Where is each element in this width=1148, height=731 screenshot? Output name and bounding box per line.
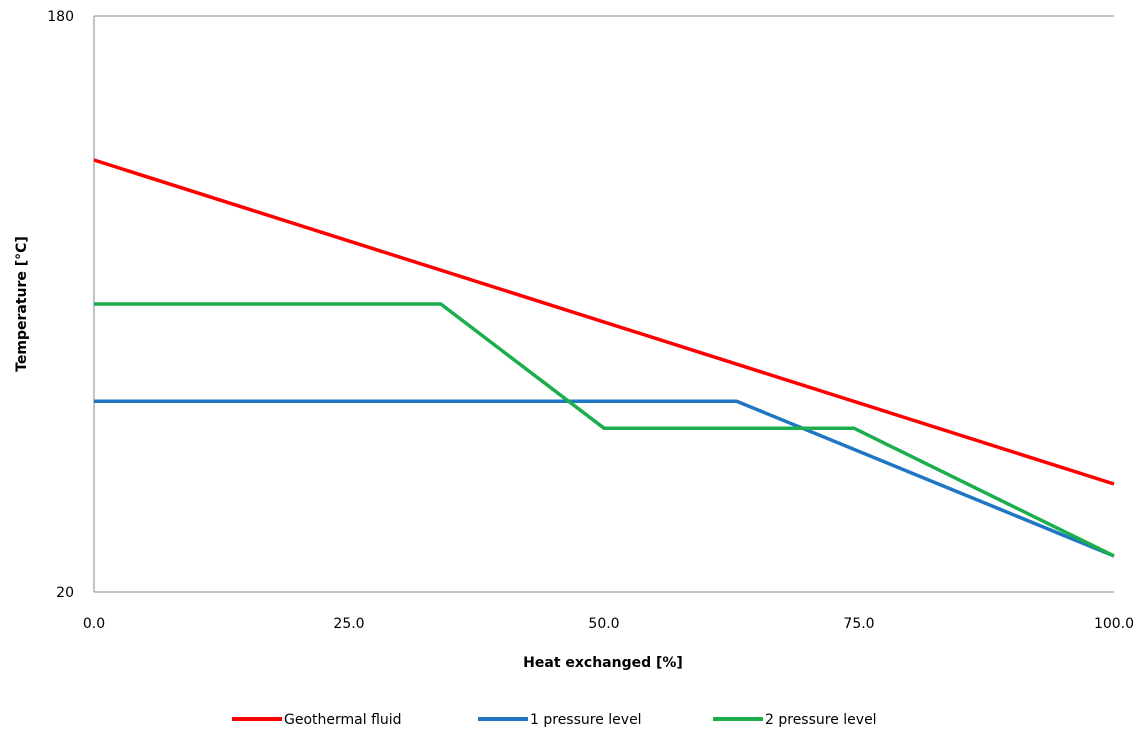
x-tick-label: 50.0 — [588, 616, 619, 632]
x-tick-label: 0.0 — [83, 616, 105, 632]
series-line-1 — [93, 158, 1115, 486]
x-tick-label: 100.0 — [1094, 616, 1134, 632]
x-tick-label: 75.0 — [843, 616, 874, 632]
y-tick-label: 20 — [56, 585, 74, 601]
legend-label-2: 1 pressure level — [530, 712, 642, 728]
series-line-3 — [94, 302, 1115, 558]
y-tick-label: 180 — [47, 9, 74, 25]
series-line-2 — [94, 399, 1115, 558]
series-lines — [93, 158, 1115, 558]
legend-label-3: 2 pressure level — [765, 712, 877, 728]
legend: Geothermal fluid 1 pressure level 2 pressu… — [232, 712, 877, 728]
x-axis-ticks: 0.0 25.0 50.0 75.0 100.0 — [83, 616, 1134, 632]
x-axis-title: Heat exchanged [%] — [523, 655, 683, 671]
y-axis-title: Temperature [°C] — [14, 236, 30, 372]
x-tick-label: 25.0 — [333, 616, 364, 632]
y-axis-ticks: 20 180 — [47, 9, 74, 601]
legend-label-1: Geothermal fluid — [284, 712, 402, 728]
